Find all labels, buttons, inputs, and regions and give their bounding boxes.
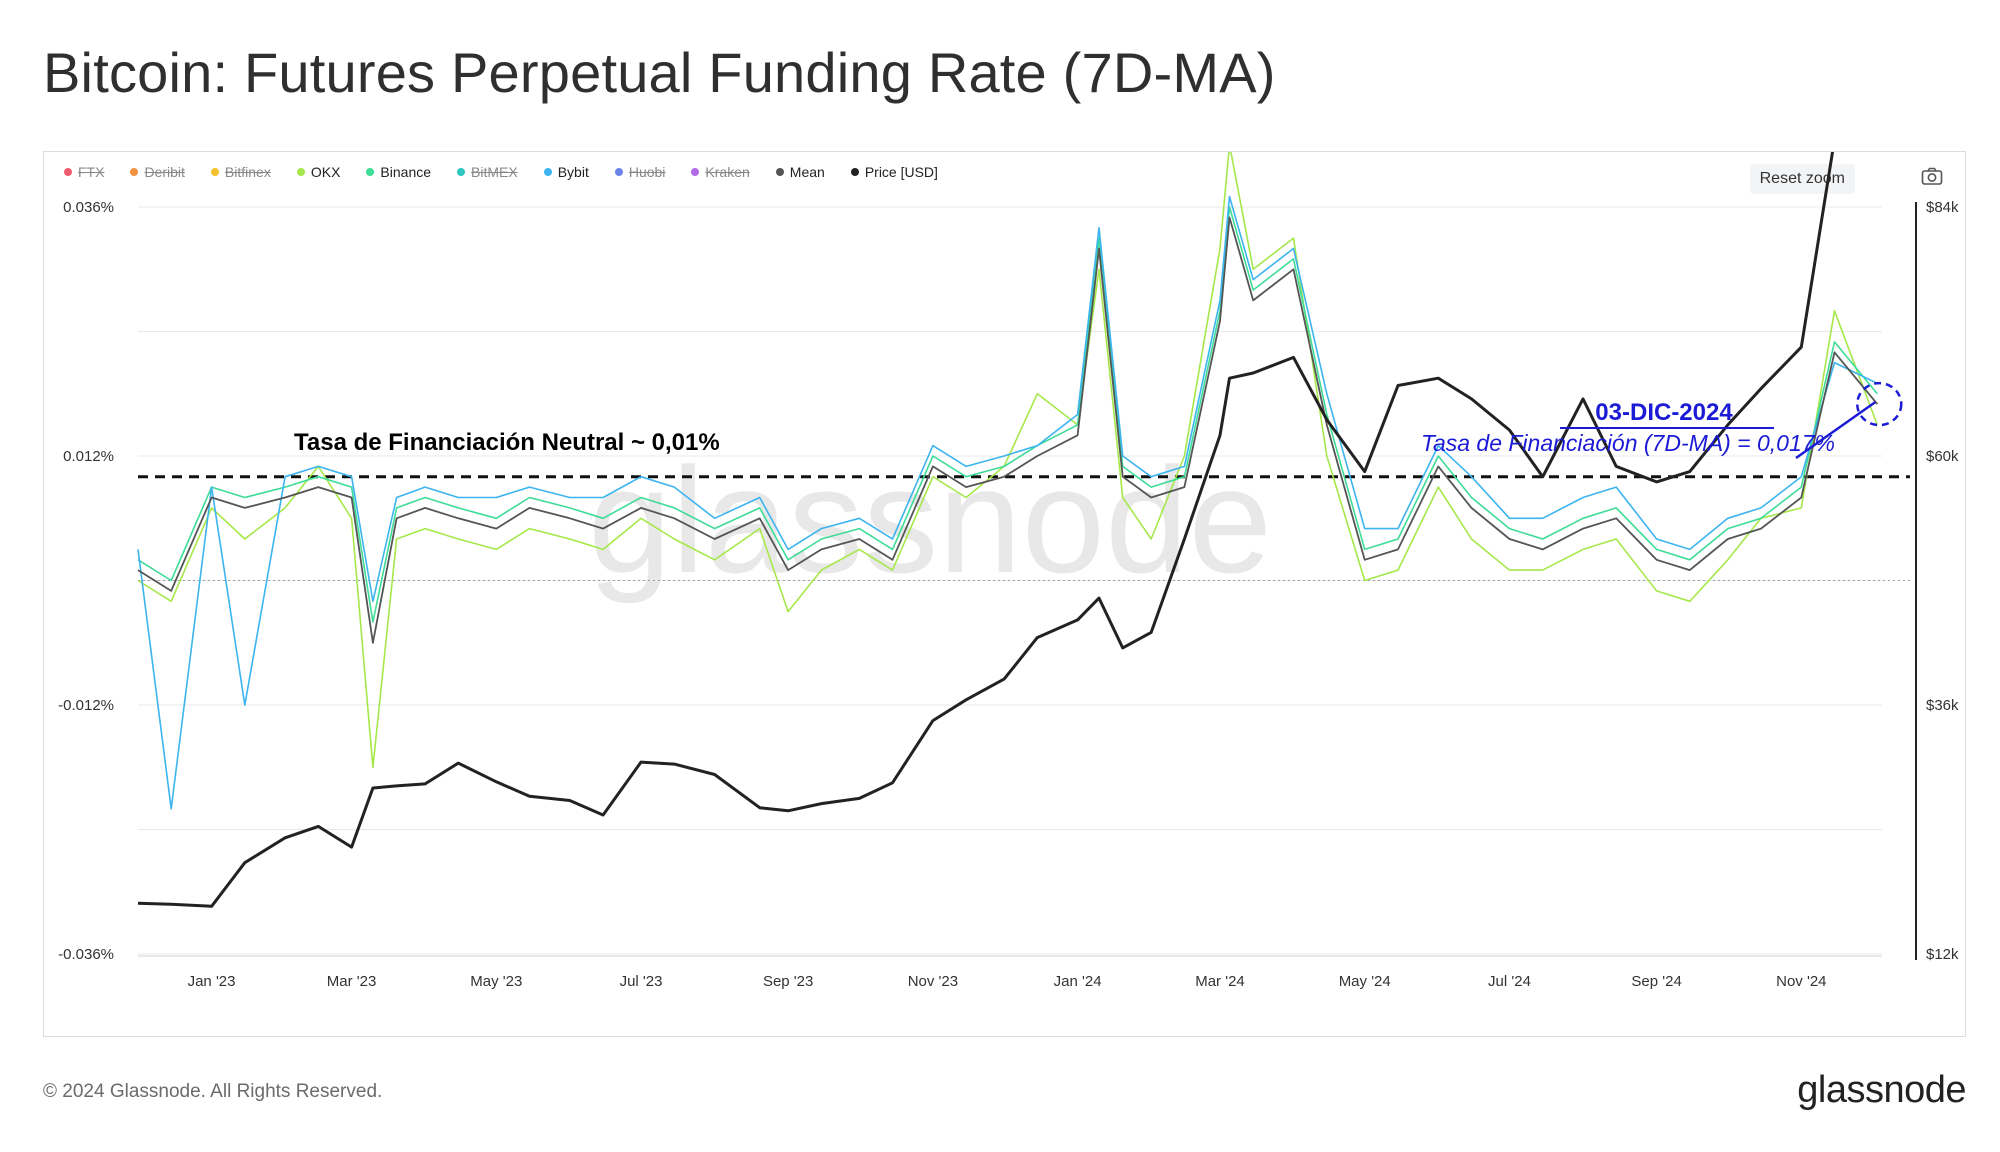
x-tick-label: Mar '24 — [1195, 973, 1245, 990]
x-tick-label: May '23 — [470, 973, 522, 990]
legend-label: Deribit — [144, 164, 185, 180]
legend-label: Bitfinex — [224, 164, 271, 180]
legend-marker — [775, 168, 784, 176]
legend-item-kraken[interactable]: Kraken — [691, 164, 750, 180]
legend-marker — [64, 168, 72, 176]
legend-label: Binance — [380, 164, 432, 180]
legend-label: OKX — [310, 164, 341, 180]
legend-label: Price [USD] — [864, 164, 938, 180]
page-title: Bitcoin: Futures Perpetual Funding Rate … — [43, 41, 1276, 104]
legend-label: BitMEX — [471, 164, 518, 180]
x-tick-label: Nov '23 — [908, 973, 958, 990]
rate-annotation: Tasa de Financiación (7D-MA) = 0,017% — [1421, 430, 1835, 456]
highlight-circle — [1856, 381, 1903, 427]
legend-item-bybit[interactable]: Bybit — [543, 164, 589, 180]
x-tick-label: May '24 — [1339, 973, 1391, 990]
annotation-arrow — [1795, 401, 1876, 460]
legend-marker — [850, 168, 859, 176]
camera-icon[interactable] — [1921, 166, 1943, 186]
y-right-tick-label: $84k — [1926, 199, 1959, 216]
legend-item-deribit[interactable]: Deribit — [130, 164, 185, 180]
legend-marker — [366, 168, 375, 176]
neutral-rate-annotation: Tasa de Financiación Neutral ~ 0,01% — [294, 429, 720, 456]
series-line-binance — [137, 206, 1878, 623]
y-right-tick-label: $12k — [1926, 946, 1959, 963]
legend-item-mean[interactable]: Mean — [775, 164, 825, 180]
legend-item-huobi[interactable]: Huobi — [614, 164, 666, 180]
x-tick-label: Nov '24 — [1776, 973, 1826, 990]
y-right-tick-label: $36k — [1926, 697, 1959, 714]
x-tick-label: Jul '23 — [620, 973, 663, 990]
legend-item-binance[interactable]: Binance — [366, 164, 431, 180]
legend-marker — [543, 168, 552, 176]
legend-item-bitfinex[interactable]: Bitfinex — [210, 164, 271, 180]
legend-label: Mean — [789, 164, 825, 180]
legend-label: Bybit — [557, 164, 589, 180]
y-left-tick-label: -0.036% — [58, 946, 114, 963]
y-left-tick-label: -0.012% — [58, 697, 114, 714]
x-tick-label: Jan '24 — [1054, 973, 1102, 990]
glassnode-logo: glassnode — [1797, 1069, 1966, 1111]
legend-label: FTX — [78, 164, 105, 180]
y-left-tick-label: 0.036% — [63, 199, 114, 216]
x-tick-label: Jan '23 — [188, 973, 236, 990]
chart-legend: FTX Deribit Bitfinex OKX Binance BitMEX Bybit H… — [64, 164, 938, 180]
series-line-mean — [137, 216, 1878, 644]
series-line-price-usd — [137, 152, 1835, 908]
legend-marker — [210, 168, 219, 176]
y-right-tick-label: $60k — [1926, 448, 1959, 465]
legend-marker — [296, 168, 305, 176]
legend-marker — [614, 168, 623, 176]
legend-marker — [691, 168, 700, 176]
x-tick-label: Jul '24 — [1488, 973, 1531, 990]
x-tick-label: Sep '23 — [763, 973, 813, 990]
reset-zoom-button[interactable]: Reset zoom — [1749, 164, 1855, 194]
date-annotation: 03-DIC-2024 — [1595, 399, 1733, 426]
series-line-bybit — [137, 195, 1878, 810]
funding-rate-chart: glassnode0.036%0.012%-0.012%-0.036%$84k$… — [58, 152, 1959, 990]
footer-copyright: © 2024 Glassnode. All Rights Reserved. — [43, 1081, 383, 1102]
y-left-tick-label: 0.012% — [63, 448, 114, 465]
legend-item-bitmex[interactable]: BitMEX — [457, 164, 518, 180]
legend-item-okx[interactable]: OKX — [296, 164, 341, 180]
legend-item-price-usd[interactable]: Price [USD] — [850, 164, 938, 180]
legend-marker — [457, 168, 466, 176]
chart-frame: FTX Deribit Bitfinex OKX Binance BitMEX Bybit H… — [43, 151, 1966, 1037]
series-line-okx — [137, 152, 1879, 769]
legend-label: Huobi — [628, 164, 666, 180]
legend-marker — [130, 168, 139, 176]
x-tick-label: Mar '23 — [327, 973, 377, 990]
legend-label: Kraken — [705, 164, 750, 180]
x-tick-label: Sep '24 — [1631, 973, 1681, 990]
legend-item-ftx[interactable]: FTX — [64, 164, 104, 180]
